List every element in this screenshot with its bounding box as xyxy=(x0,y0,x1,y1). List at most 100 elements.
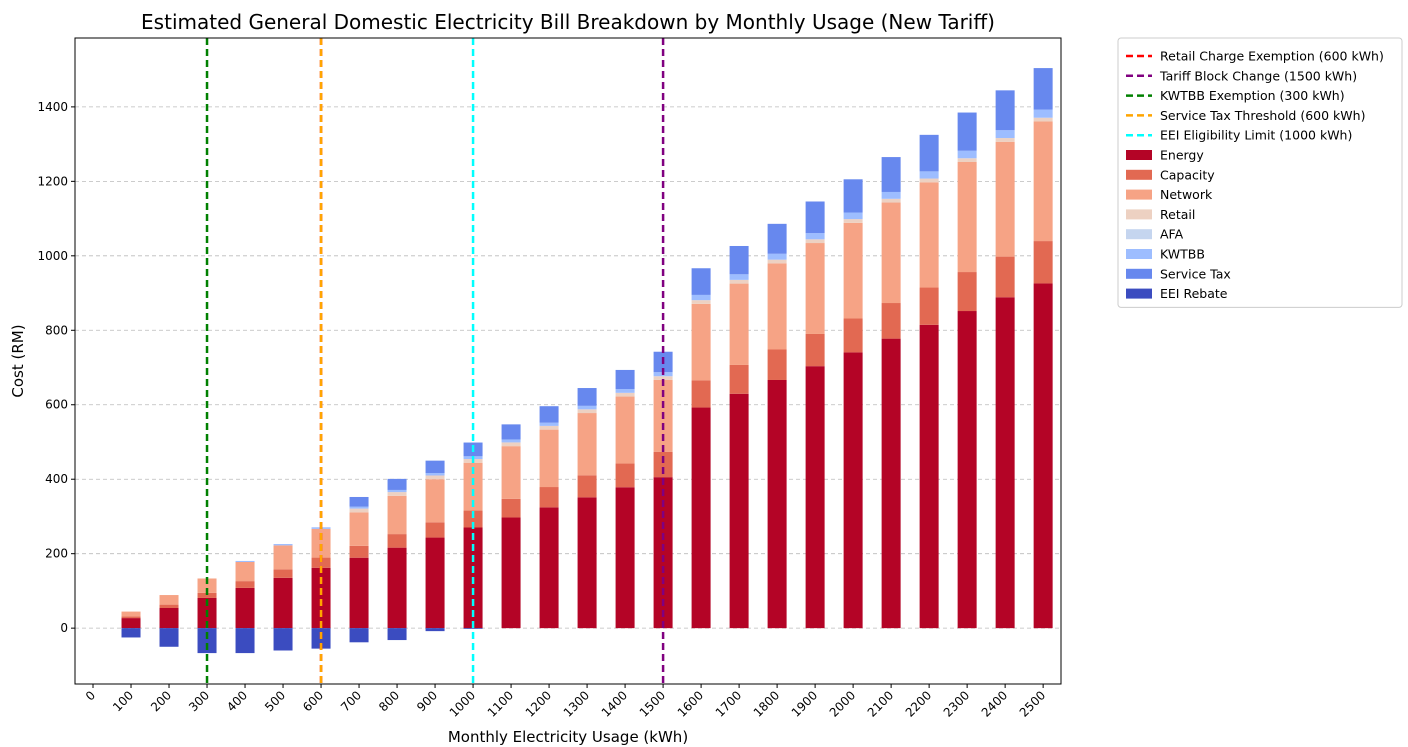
bar-segment xyxy=(957,158,977,162)
bar-segment xyxy=(349,508,369,513)
bar-segment xyxy=(235,560,255,562)
bar-segment xyxy=(881,202,901,304)
bar-segment xyxy=(767,259,787,264)
bar-segment xyxy=(767,349,787,380)
bar-segment xyxy=(691,268,711,295)
bar-segment xyxy=(273,569,293,578)
bar-segment xyxy=(121,628,141,638)
x-tick-label: 2400 xyxy=(979,688,1010,719)
bar-segment xyxy=(957,272,977,312)
y-tick-label: 400 xyxy=(45,472,68,486)
x-tick-label: 700 xyxy=(338,688,364,714)
bar-segment xyxy=(691,294,711,301)
bar-segment xyxy=(387,492,407,496)
legend-label: Retail Charge Exemption (600 kWh) xyxy=(1160,49,1384,64)
bar-segment xyxy=(159,628,179,647)
bar-segment xyxy=(957,311,977,629)
bar-segment xyxy=(273,628,293,651)
bar-segment xyxy=(767,253,787,260)
bar-segment xyxy=(1033,109,1053,118)
bar-segment xyxy=(805,239,825,244)
x-tick-label: 1500 xyxy=(637,688,668,719)
x-tick-label: 900 xyxy=(414,688,440,714)
bar-segment xyxy=(729,279,749,284)
bar-segment xyxy=(843,222,863,319)
bar-segment xyxy=(1033,283,1053,629)
bar-segment xyxy=(501,498,521,518)
bar-segment xyxy=(805,366,825,629)
bar-segment xyxy=(729,364,749,394)
x-axis-label: Monthly Electricity Usage (kWh) xyxy=(448,728,688,746)
plot-frame xyxy=(74,37,1062,685)
bar-segment xyxy=(539,429,559,488)
x-tick-label: 0 xyxy=(83,688,98,703)
bar-segment xyxy=(729,274,749,280)
legend-swatch xyxy=(1126,189,1152,200)
x-tick-label: 2100 xyxy=(865,688,896,719)
legend-label: Capacity xyxy=(1160,167,1215,182)
x-tick-label: 1400 xyxy=(599,688,630,719)
bar-segment xyxy=(539,406,559,423)
bar-segment xyxy=(501,424,521,440)
bar-segment xyxy=(919,324,939,629)
legend-label: KWTBB xyxy=(1160,247,1205,262)
bar-segment xyxy=(159,595,179,605)
bar-segment xyxy=(539,487,559,508)
bar-segment xyxy=(995,90,1015,131)
bar-segment xyxy=(805,201,825,234)
bar-segment xyxy=(463,628,483,629)
bar-segment xyxy=(691,407,711,629)
legend-label: Energy xyxy=(1160,148,1204,163)
bar-segment xyxy=(1033,68,1053,110)
bar-segment xyxy=(653,451,673,478)
bar-segment xyxy=(577,409,597,414)
bar-segment xyxy=(919,287,939,325)
bar-segment xyxy=(235,561,255,582)
legend-swatch xyxy=(1126,249,1152,259)
y-tick-label: 1200 xyxy=(37,174,68,188)
legend-swatch xyxy=(1126,229,1152,240)
bar-segment xyxy=(843,212,863,220)
legend-label: EEI Rebate xyxy=(1160,286,1228,301)
x-tick-label: 1300 xyxy=(561,688,592,719)
bar-segment xyxy=(387,534,407,548)
bar-segment xyxy=(425,473,445,476)
bar-segment xyxy=(881,198,901,203)
bar-segment xyxy=(349,557,369,629)
legend-label: Service Tax xyxy=(1160,266,1231,281)
bar-segment xyxy=(387,478,407,490)
bar-segment xyxy=(957,112,977,151)
bar-segment xyxy=(843,179,863,213)
bar-segment xyxy=(995,138,1015,142)
bar-segment xyxy=(805,233,825,240)
bar-segment xyxy=(349,512,369,546)
bar-segment xyxy=(235,628,255,654)
legend-label: Network xyxy=(1160,187,1213,202)
bar-segment xyxy=(843,352,863,629)
bar-segment xyxy=(729,245,749,275)
legend-label: Service Tax Threshold (600 kWh) xyxy=(1160,108,1365,123)
bar-segment xyxy=(767,263,787,350)
legend-label: KWTBB Exemption (300 kWh) xyxy=(1160,88,1345,103)
bar-segment xyxy=(1033,121,1053,242)
bar-segment xyxy=(957,161,977,273)
x-tick-label: 1200 xyxy=(523,688,554,719)
bar-segment xyxy=(805,333,825,367)
x-tick-label: 1900 xyxy=(789,688,820,719)
y-tick-label: 800 xyxy=(45,323,68,337)
y-tick-label: 1000 xyxy=(37,249,68,263)
x-tick-label: 1000 xyxy=(447,688,478,719)
bar-segment xyxy=(653,477,673,629)
x-tick-label: 2300 xyxy=(941,688,972,719)
bar-segment xyxy=(235,581,255,588)
legend-box xyxy=(1117,37,1403,308)
bar-segment xyxy=(691,300,711,304)
x-tick-label: 1800 xyxy=(751,688,782,719)
bar-segment xyxy=(919,182,939,288)
x-tick-label: 1100 xyxy=(485,688,516,719)
bar-segment xyxy=(577,388,597,406)
x-tick-label: 500 xyxy=(262,688,288,714)
x-tick-label: 100 xyxy=(110,688,136,714)
legend-label: Retail xyxy=(1160,207,1195,222)
bar-segment xyxy=(729,393,749,629)
